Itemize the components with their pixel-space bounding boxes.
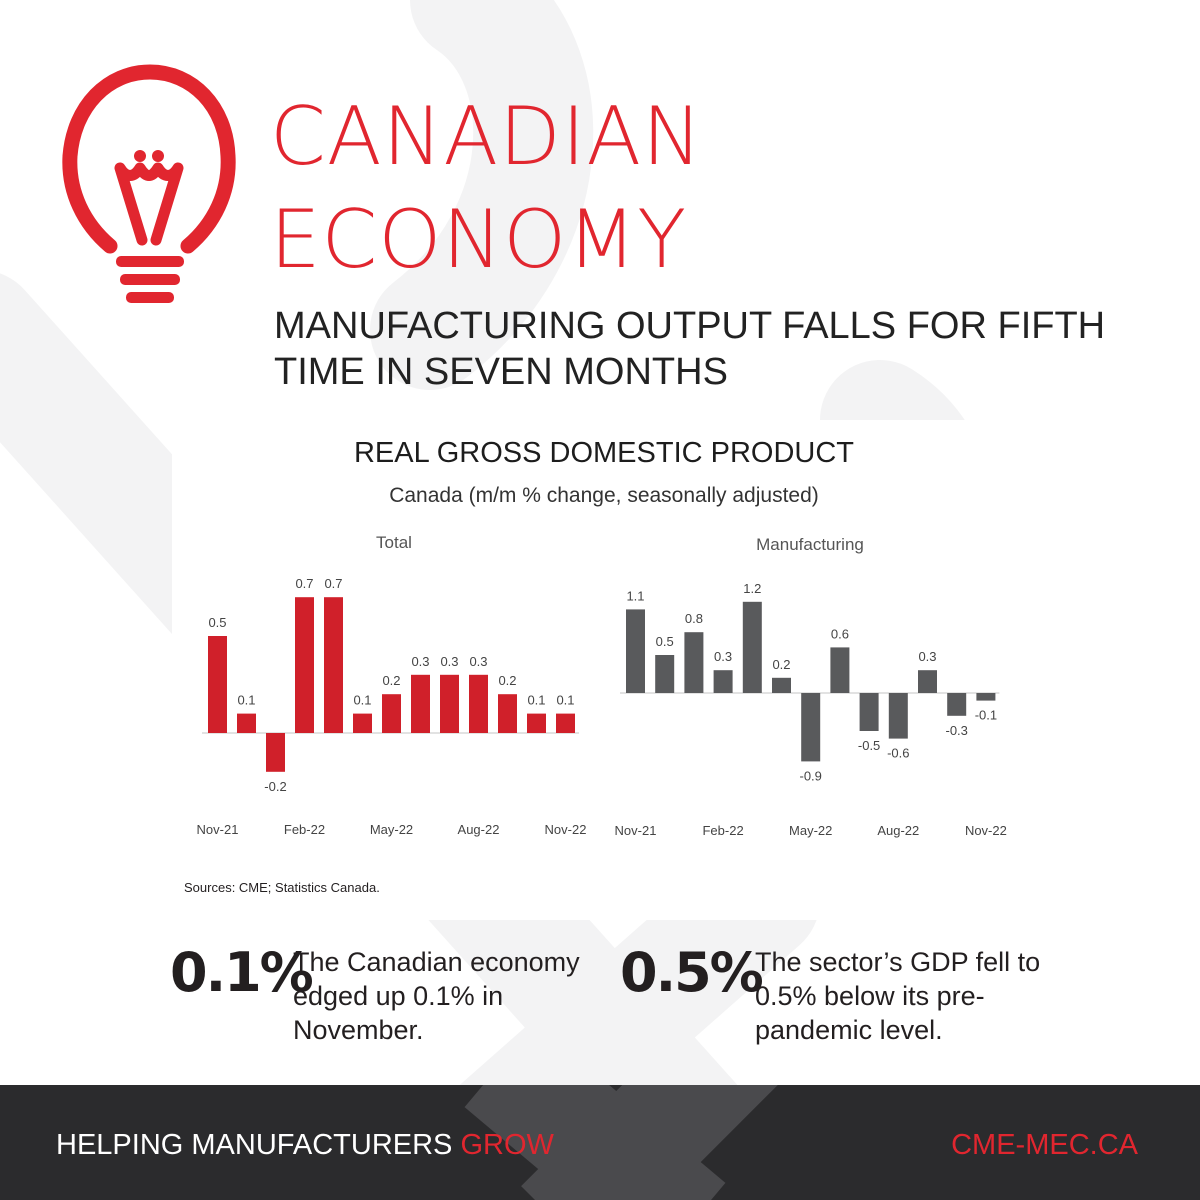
bar <box>556 713 575 733</box>
data-label: 1.2 <box>743 581 761 596</box>
data-label: 0.7 <box>295 576 313 591</box>
x-tick-label: Nov-22 <box>965 823 1007 838</box>
bar <box>830 647 850 693</box>
data-label: 0.3 <box>918 649 936 664</box>
bar <box>772 677 791 693</box>
x-tick-label: Feb-22 <box>284 822 325 837</box>
data-label: 0.5 <box>208 615 226 630</box>
footer-logo-mark <box>464 1085 778 1200</box>
bar <box>498 694 517 733</box>
total-chart-title: Total <box>376 533 412 552</box>
manufacturing-bar-chart: 1.1 0.5 0.8 0.3 1.2 0.2 -0.9 0.6 -0.5 -0.6 0.3 -0.3… <box>615 581 1007 838</box>
stat-total-value: 0.1% <box>170 941 314 1004</box>
footer-bar <box>0 1085 1200 1200</box>
data-label: -0.6 <box>887 746 909 761</box>
bar <box>713 670 733 693</box>
bar <box>324 597 343 733</box>
page-title-line-1: CANADIAN <box>270 90 703 183</box>
bar <box>626 609 645 693</box>
bar <box>440 674 459 733</box>
bar <box>684 632 704 693</box>
tagline-accent: GROW <box>460 1129 554 1161</box>
x-tick-label: May-22 <box>789 823 832 838</box>
data-label: 0.2 <box>382 673 400 688</box>
footer-tagline: HELPING MANUFACTURERS GROW <box>56 1131 554 1160</box>
total-bar-chart: 0.5 0.1 -0.2 0.7 0.7 0.1 0.2 0.3 0.3 0.3 0.2 0.1 0.1… <box>197 576 587 837</box>
x-tick-label: Aug-22 <box>877 823 919 838</box>
bar <box>742 601 762 693</box>
x-tick-label: Feb-22 <box>702 823 743 838</box>
x-tick-label: Aug-22 <box>458 822 500 837</box>
x-tick-label: May-22 <box>370 822 413 837</box>
bar <box>801 693 821 762</box>
bar <box>382 694 401 733</box>
chart-subtitle: Canada (m/m % change, seasonally adjuste… <box>389 484 819 507</box>
data-label: 0.1 <box>556 693 574 708</box>
data-label: 0.6 <box>831 626 849 641</box>
gdp-charts: REAL GROSS DOMESTIC PRODUCT Canada (m/m … <box>184 437 1007 895</box>
data-label: 0.1 <box>527 693 545 708</box>
bar <box>859 693 879 731</box>
data-label: -0.2 <box>264 779 286 794</box>
data-label: -0.5 <box>858 738 880 753</box>
x-tick-label: Nov-21 <box>615 823 657 838</box>
x-tick-label: Nov-22 <box>545 822 587 837</box>
bar <box>918 670 937 693</box>
data-label: 0.3 <box>714 649 732 664</box>
stat-manufacturing-value: 0.5% <box>620 941 764 1004</box>
data-label: 0.8 <box>685 611 703 626</box>
bar <box>527 713 546 733</box>
bar <box>947 693 967 716</box>
data-label: 0.7 <box>324 576 342 591</box>
headline-line-1: MANUFACTURING OUTPUT FALLS FOR FIFTH <box>274 305 1106 347</box>
lightbulb-icon <box>62 64 236 303</box>
data-label: 0.2 <box>498 673 516 688</box>
chart-title: REAL GROSS DOMESTIC PRODUCT <box>354 437 854 469</box>
bar <box>655 655 675 693</box>
bar <box>976 693 996 701</box>
bar <box>208 636 227 733</box>
bar <box>295 597 314 733</box>
bar <box>353 713 372 733</box>
data-label: 0.3 <box>440 654 458 669</box>
bar <box>266 733 285 772</box>
data-label: 0.1 <box>353 693 371 708</box>
page-title-line-2: ECONOMY <box>270 193 688 286</box>
data-label: 0.5 <box>656 634 674 649</box>
chart-panel: REAL GROSS DOMESTIC PRODUCT Canada (m/m … <box>172 420 1072 920</box>
data-label: -0.1 <box>975 708 997 723</box>
x-tick-label: Nov-21 <box>197 822 239 837</box>
data-label: -0.3 <box>945 723 967 738</box>
data-label: -0.9 <box>799 768 821 783</box>
stat-total-text: The Canadian economy edged up 0.1% in No… <box>293 947 580 1045</box>
tagline-main: HELPING MANUFACTURERS <box>56 1129 461 1161</box>
data-label: 0.2 <box>772 657 790 672</box>
manufacturing-chart-title: Manufacturing <box>756 535 864 554</box>
bar <box>469 674 488 733</box>
headline-line-2: TIME IN SEVEN MONTHS <box>274 351 728 393</box>
data-label: 1.1 <box>626 588 644 603</box>
data-label: 0.3 <box>469 654 487 669</box>
bar <box>237 713 256 733</box>
bar <box>411 674 430 733</box>
data-label: 0.1 <box>237 693 255 708</box>
stat-manufacturing-text: The sector’s GDP fell to 0.5% below its … <box>755 947 1041 1045</box>
bar <box>888 693 908 739</box>
sources-note: Sources: CME; Statistics Canada. <box>184 880 380 895</box>
data-label: 0.3 <box>411 654 429 669</box>
website-link[interactable]: CME-MEC.CA <box>951 1129 1138 1161</box>
